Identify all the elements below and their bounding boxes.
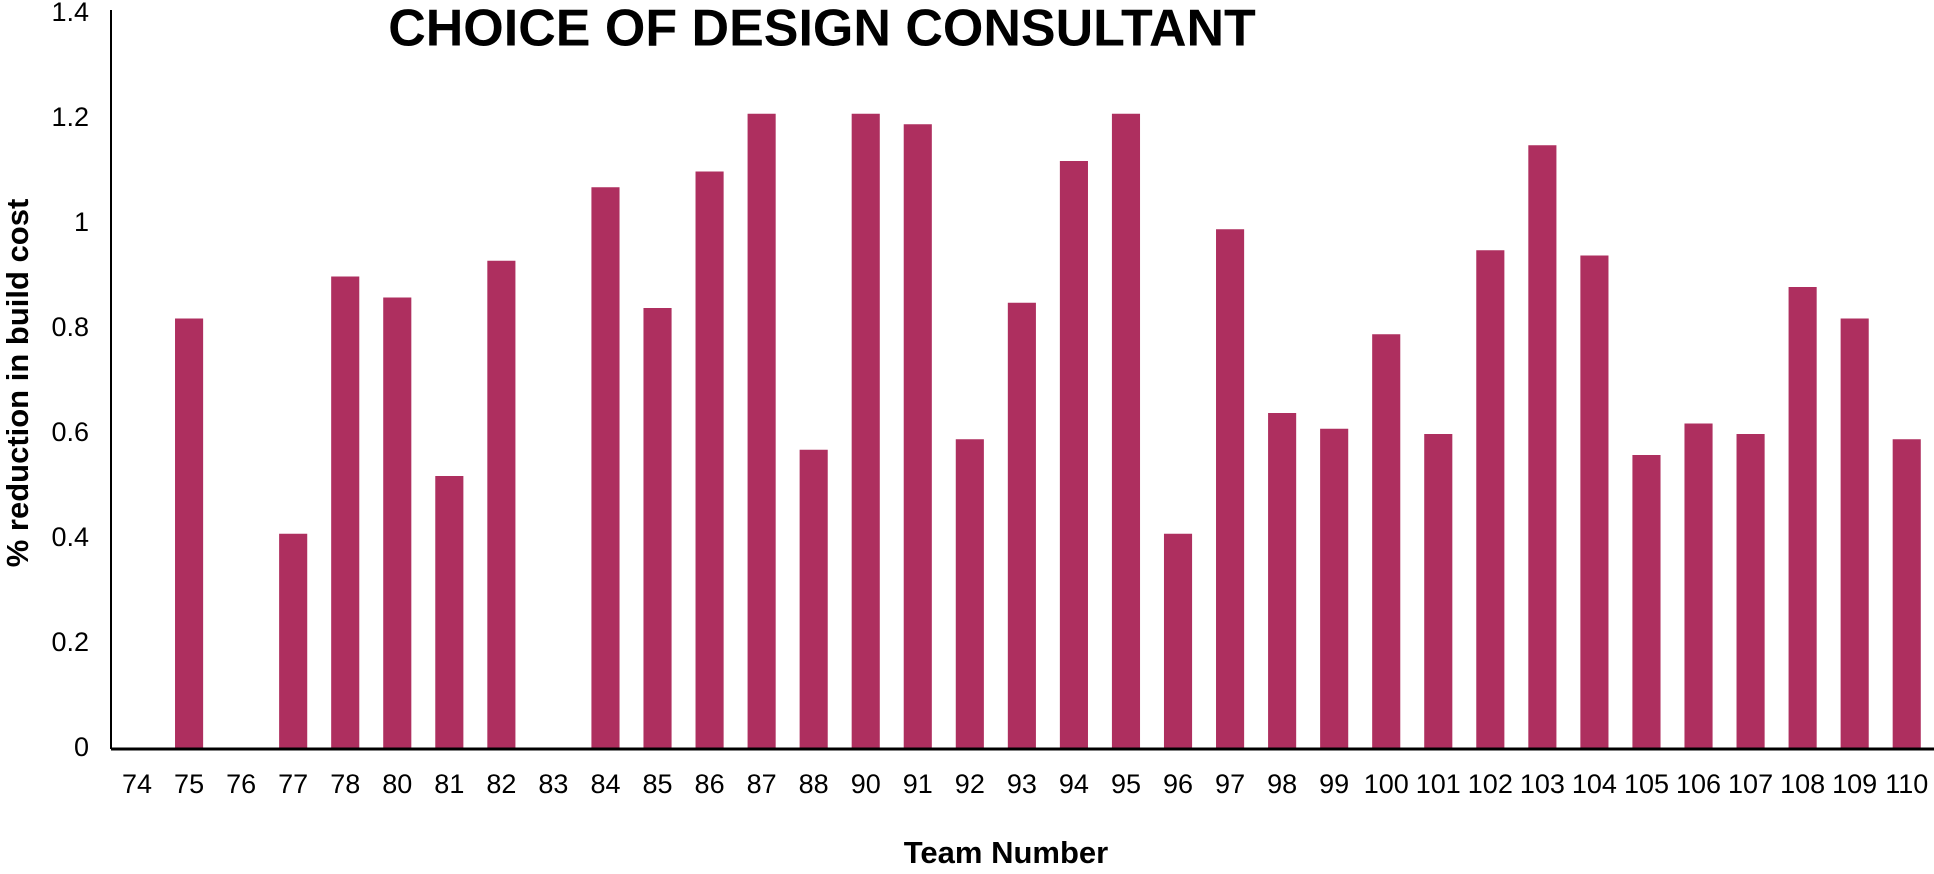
bar xyxy=(175,318,204,749)
x-tick-label: 104 xyxy=(1572,769,1617,799)
bar xyxy=(1684,423,1713,749)
bar xyxy=(1788,287,1817,749)
bar xyxy=(279,533,308,749)
x-tick-label: 76 xyxy=(226,769,256,799)
bar xyxy=(1528,145,1557,749)
x-tick-label: 98 xyxy=(1267,769,1297,799)
y-tick-label: 0.8 xyxy=(51,312,89,342)
y-tick-label: 1.4 xyxy=(51,0,89,27)
bar xyxy=(1476,250,1505,749)
bar xyxy=(1632,455,1661,749)
bar xyxy=(1268,413,1297,749)
x-tick-label: 108 xyxy=(1780,769,1825,799)
bar xyxy=(1424,434,1453,749)
x-tick-label: 81 xyxy=(434,769,464,799)
x-tick-label: 107 xyxy=(1728,769,1773,799)
bar xyxy=(1216,229,1245,749)
x-tick-label: 94 xyxy=(1059,769,1089,799)
x-tick-label: 93 xyxy=(1007,769,1037,799)
x-tick-label: 99 xyxy=(1319,769,1349,799)
x-tick-label: 103 xyxy=(1520,769,1565,799)
x-tick-label: 92 xyxy=(955,769,985,799)
x-tick-label: 85 xyxy=(643,769,673,799)
x-tick-label: 75 xyxy=(174,769,204,799)
bar xyxy=(1372,334,1401,749)
y-tick-label: 1.2 xyxy=(51,102,89,132)
bar xyxy=(383,297,412,749)
x-tick-label: 74 xyxy=(122,769,152,799)
bar xyxy=(1163,533,1193,749)
x-tick-label: 82 xyxy=(486,769,516,799)
bar xyxy=(799,449,828,749)
bar xyxy=(1320,428,1349,749)
x-tick-label: 86 xyxy=(695,769,725,799)
x-tick-label: 90 xyxy=(851,769,881,799)
bar xyxy=(1736,434,1765,749)
y-tick-label: 0.2 xyxy=(51,627,89,657)
bar xyxy=(1892,439,1921,749)
x-tick-label: 106 xyxy=(1676,769,1721,799)
bar xyxy=(903,124,932,749)
bar xyxy=(1580,255,1609,749)
x-tick-label: 101 xyxy=(1416,769,1461,799)
bar xyxy=(487,260,516,749)
bar xyxy=(1840,318,1869,749)
y-tick-label: 0.4 xyxy=(51,522,89,552)
bar xyxy=(1059,161,1088,749)
bar xyxy=(955,439,984,749)
x-tick-label: 100 xyxy=(1364,769,1409,799)
x-tick-label: 96 xyxy=(1163,769,1193,799)
x-tick-label: 88 xyxy=(799,769,829,799)
x-tick-label: 102 xyxy=(1468,769,1513,799)
y-tick-label: 0 xyxy=(74,732,89,762)
x-tick-label: 110 xyxy=(1885,769,1928,799)
bar xyxy=(1111,113,1141,749)
x-tick-label: 97 xyxy=(1215,769,1245,799)
x-tick-label: 109 xyxy=(1832,769,1877,799)
x-tick-label: 84 xyxy=(590,769,620,799)
x-tick-label: 87 xyxy=(747,769,777,799)
bar xyxy=(591,187,620,749)
x-tick-label: 95 xyxy=(1111,769,1141,799)
bar xyxy=(1007,302,1036,749)
x-tick-label: 83 xyxy=(538,769,568,799)
bar xyxy=(643,308,672,749)
bar xyxy=(851,113,880,749)
x-tick-label: 105 xyxy=(1624,769,1669,799)
bar xyxy=(435,476,464,749)
bar xyxy=(695,171,724,749)
y-axis-title: % reduction in build cost xyxy=(0,199,35,568)
x-axis-title: Team Number xyxy=(904,835,1108,869)
chart-title: CHOICE OF DESIGN CONSULTANT xyxy=(388,0,1256,58)
bar xyxy=(331,276,360,749)
x-tick-label: 91 xyxy=(903,769,933,799)
x-tick-label: 78 xyxy=(330,769,360,799)
x-tick-label: 77 xyxy=(278,769,308,799)
x-tick-label: 80 xyxy=(382,769,412,799)
bar xyxy=(747,113,776,749)
y-tick-label: 0.6 xyxy=(51,417,89,447)
y-tick-label: 1 xyxy=(74,207,89,237)
